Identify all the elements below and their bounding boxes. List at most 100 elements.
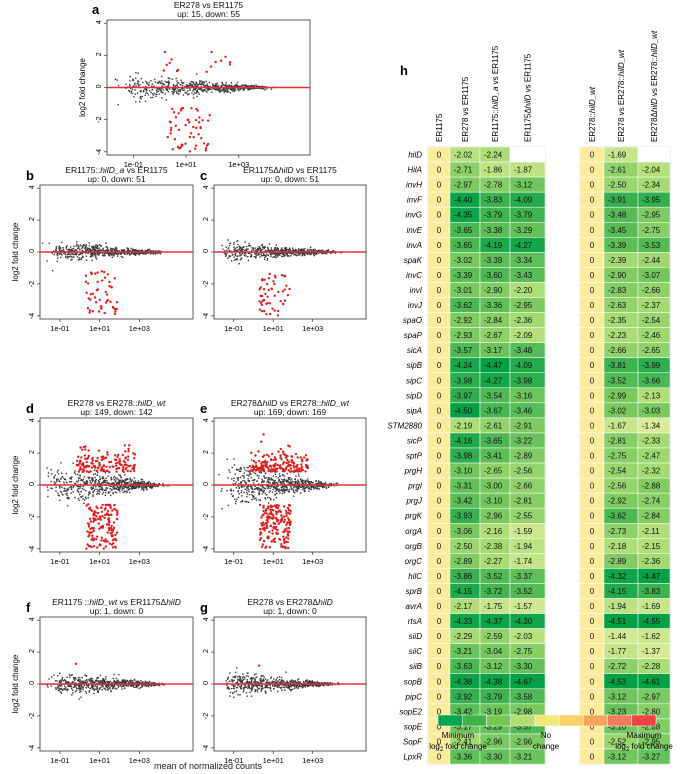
- data-point: [149, 486, 152, 488]
- data-point: [274, 252, 276, 254]
- data-point: [316, 486, 319, 488]
- sig-down-point: [90, 538, 93, 541]
- sig-down-point: [277, 290, 280, 294]
- data-point: [280, 489, 282, 491]
- data-point: [266, 680, 268, 682]
- data-point: [97, 245, 99, 247]
- sig-up-point: [281, 450, 285, 453]
- sig-down-point: [166, 135, 169, 139]
- data-point: [112, 486, 115, 488]
- sig-down-point: [186, 118, 189, 122]
- data-point: [165, 81, 168, 83]
- data-point: [306, 253, 309, 255]
- data-point: [116, 485, 119, 488]
- data-point: [233, 477, 235, 480]
- data-point: [256, 249, 258, 252]
- data-point: [281, 249, 284, 251]
- data-point: [302, 249, 305, 252]
- sig-down-point: [267, 276, 271, 280]
- y-tick-label: -4: [203, 745, 210, 751]
- sig-up-point: [82, 445, 85, 449]
- sig-up-point: [105, 465, 108, 468]
- data-point: [118, 681, 120, 684]
- data-point: [61, 679, 63, 681]
- sig-down-point: [96, 511, 100, 515]
- data-point: [142, 91, 145, 93]
- data-point: [243, 89, 245, 91]
- sig-up-point: [124, 456, 128, 459]
- data-point: [255, 85, 258, 88]
- sig-down-point: [263, 278, 266, 281]
- data-point: [72, 486, 75, 489]
- sig-up-point: [276, 463, 280, 467]
- data-point: [81, 680, 84, 682]
- data-point: [70, 259, 72, 261]
- data-point: [93, 249, 96, 251]
- data-point: [256, 480, 258, 483]
- data-point: [162, 83, 165, 86]
- data-point: [79, 684, 82, 686]
- data-point: [100, 680, 102, 682]
- y-tick-label: 4: [203, 418, 210, 422]
- x-tick-label: 1e-01: [124, 160, 143, 169]
- data-point: [276, 488, 279, 490]
- data-point: [124, 681, 126, 683]
- data-point: [308, 490, 310, 492]
- data-point: [77, 477, 80, 479]
- data-point: [96, 483, 99, 485]
- data-point: [252, 496, 254, 499]
- data-point: [118, 682, 120, 684]
- data-point: [67, 496, 69, 499]
- data-point: [90, 252, 93, 254]
- data-point: [324, 481, 327, 484]
- sig-down-point: [113, 504, 116, 507]
- data-point: [98, 489, 100, 492]
- data-point: [231, 85, 233, 88]
- data-point: [311, 482, 313, 484]
- sig-up-point: [279, 456, 282, 459]
- data-point: [195, 82, 197, 84]
- data-point: [283, 475, 285, 477]
- data-point: [227, 88, 229, 90]
- sig-down-point: [88, 545, 92, 548]
- data-point: [154, 78, 156, 81]
- sig-up-point: [296, 463, 299, 467]
- data-point: [237, 477, 240, 479]
- data-point: [58, 480, 60, 482]
- data-point: [120, 481, 123, 483]
- data-point: [154, 81, 157, 83]
- data-point: [54, 482, 57, 484]
- y-axis-label: log2 fold change: [11, 654, 20, 713]
- data-point: [157, 684, 160, 686]
- data-point: [266, 246, 269, 249]
- data-point: [141, 486, 143, 488]
- data-point: [179, 90, 182, 93]
- data-point: [242, 480, 244, 482]
- data-point: [59, 487, 61, 489]
- data-point: [76, 241, 78, 243]
- sig-down-point: [197, 121, 201, 124]
- data-point: [213, 88, 216, 91]
- data-point: [84, 496, 87, 498]
- data-point: [95, 684, 97, 686]
- sig-down-point: [198, 116, 201, 119]
- data-point: [281, 478, 283, 481]
- data-point: [241, 246, 243, 249]
- data-point: [201, 81, 203, 84]
- data-point: [284, 485, 287, 487]
- sig-down-point: [109, 300, 112, 304]
- data-point: [233, 241, 236, 244]
- data-point: [168, 80, 170, 82]
- sig-up-point: [263, 454, 266, 457]
- data-point: [240, 486, 243, 488]
- data-point: [283, 492, 286, 494]
- sig-down-point: [87, 507, 91, 510]
- data-point: [306, 486, 308, 488]
- data-point: [74, 253, 76, 255]
- data-point: [287, 481, 290, 483]
- data-point: [133, 477, 136, 479]
- sig-down-point: [96, 280, 99, 284]
- data-point: [103, 249, 105, 252]
- data-point: [278, 488, 280, 490]
- sig-up-point: [126, 469, 129, 473]
